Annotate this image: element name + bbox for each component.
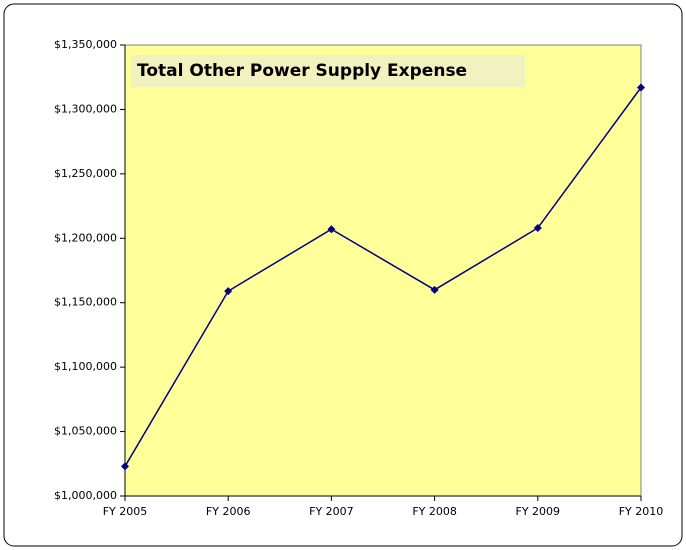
data-point	[637, 83, 645, 92]
y-tick-label: $1,150,000	[54, 296, 117, 309]
x-tick-label: FY 2008	[412, 505, 457, 518]
chart-title: Total Other Power Supply Expense	[137, 61, 467, 81]
y-tick-label: $1,350,000	[54, 38, 117, 51]
data-point	[224, 287, 233, 296]
title-box	[131, 55, 525, 87]
y-tick-label: $1,250,000	[54, 167, 117, 180]
y-tick-label: $1,100,000	[54, 360, 117, 373]
y-tick-label: $1,200,000	[54, 231, 117, 244]
x-tick-label: FY 2006	[206, 505, 251, 518]
y-tick-label: $1,050,000	[54, 425, 117, 438]
data-point	[121, 462, 129, 471]
data-point	[430, 285, 439, 294]
y-tick-label: $1,300,000	[54, 102, 117, 115]
x-tick-label: FY 2010	[619, 505, 664, 518]
y-tick-label: $1,000,000	[54, 489, 117, 502]
data-line	[124, 87, 642, 467]
data-point	[327, 225, 336, 234]
plot-area	[124, 44, 642, 497]
data-point	[533, 223, 542, 232]
x-tick-label: FY 2007	[309, 505, 354, 518]
x-tick-label: FY 2009	[516, 505, 561, 518]
x-tick-label: FY 2005	[103, 505, 148, 518]
